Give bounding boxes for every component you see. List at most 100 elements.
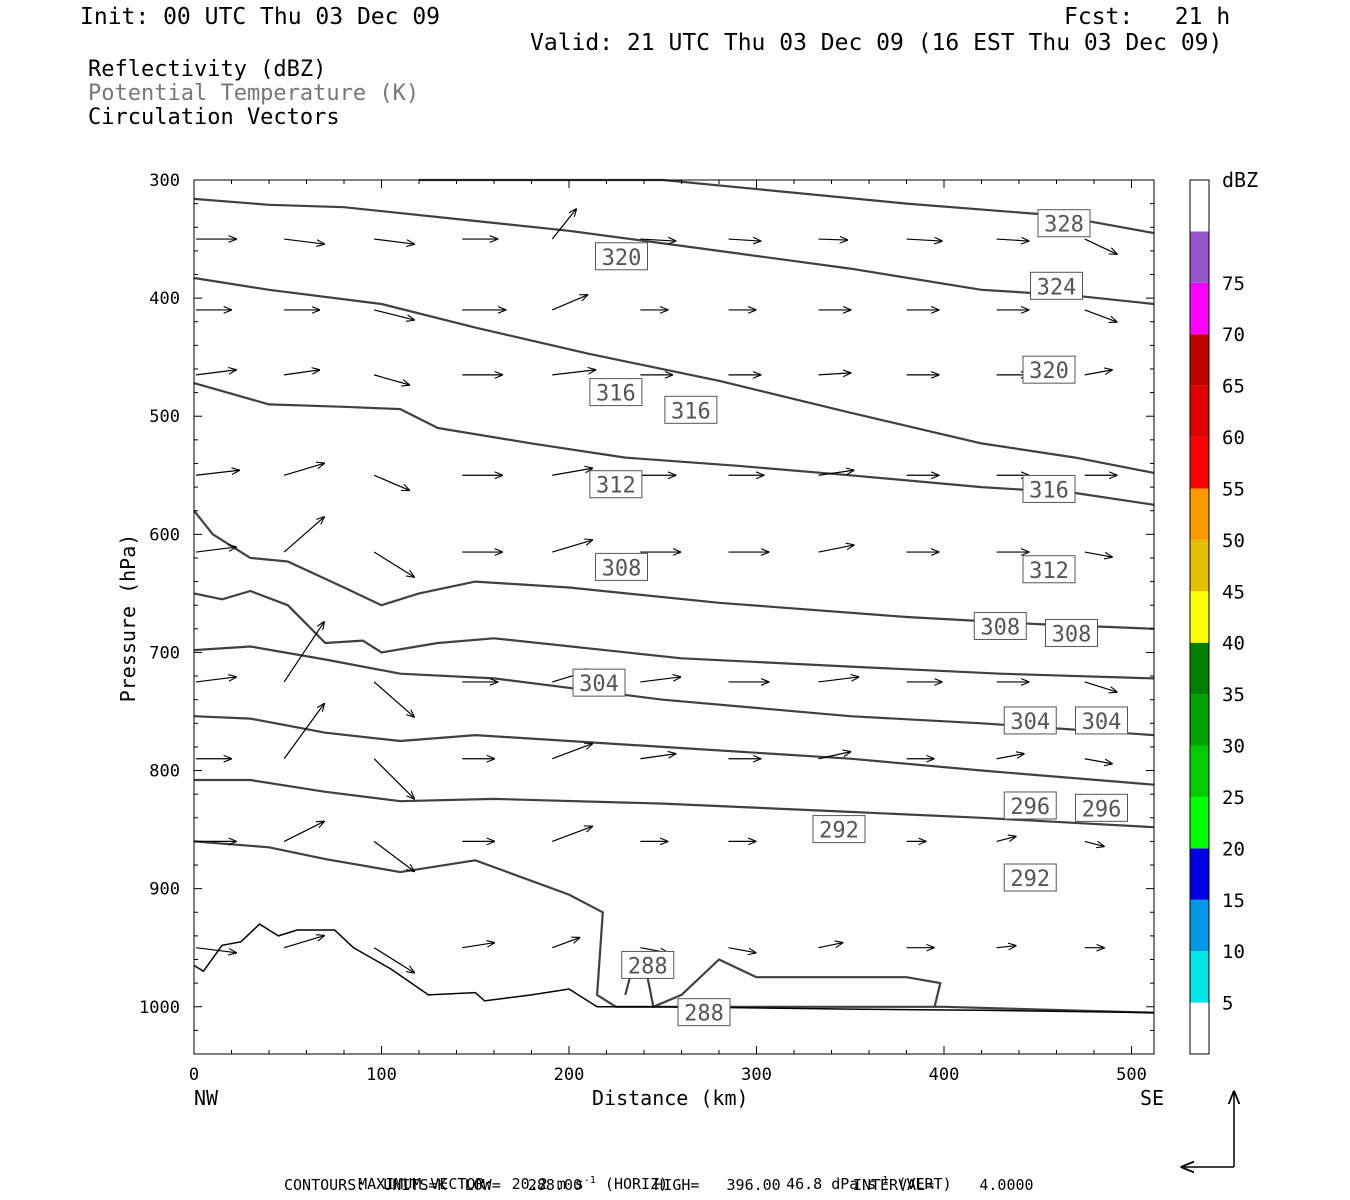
y-tick-label: 400 [149,289,180,309]
colorbar-swatch [1190,694,1209,746]
contour-label-304: 304 [1075,706,1128,735]
colorbar-swatch [1190,745,1209,797]
forecast-hour: Fcst: 21 h [1064,4,1231,30]
colorbar-level-label: 15 [1222,890,1245,912]
circulation-vector [996,836,1016,841]
circulation-vector [1084,309,1117,322]
colorbar-level-label: 30 [1222,736,1245,758]
colorbar-swatch [1190,180,1209,232]
max-vector-horiz-suffix: (HORIZ) [595,1175,669,1193]
contour-label-316: 316 [589,378,643,407]
contour-label-box [1022,555,1076,584]
contour-label-292: 292 [1003,863,1057,892]
colorbar-level-label: 20 [1222,838,1245,860]
colorbar-swatch [1190,437,1209,489]
colorbar-level-label: 40 [1222,633,1245,655]
colorbar-level-label: 55 [1222,478,1245,500]
circulation-vector [283,463,324,476]
circulation-vector [462,943,494,949]
valid-time: Valid: 21 UTC Thu 03 Dec 09 (16 EST Thu … [530,30,1223,56]
colorbar-level-label: 60 [1222,427,1245,449]
colorbar-level-label: 35 [1222,684,1245,706]
circulation-vector [906,239,942,241]
contour-label-312: 312 [589,470,643,499]
circulation-vector [283,517,324,553]
contour-label-box [589,470,643,499]
circulation-vector [552,370,595,376]
contour-label-text: 296 [1010,795,1050,820]
y-tick-label: 1000 [139,998,180,1018]
contour-label-box [1030,271,1083,300]
contour-info: CONTOURS: UNITS=K LOW= 288.00 HIGH= 396.… [284,1176,1034,1194]
contour-label-box [677,998,731,1027]
colorbar-swatch [1190,899,1209,952]
circulation-vector [283,622,324,683]
circulation-vector [373,309,414,320]
circulation-vector [552,540,592,553]
contour-label-text: 328 [1044,213,1084,238]
circulation-vector [284,370,319,376]
circulation-vector [818,239,848,240]
circulation-vector [996,754,1024,760]
colorbar-level-label: 65 [1222,376,1245,398]
circulation-vector [1084,238,1117,254]
contour-label-text: 308 [1052,623,1092,648]
contour-label-296: 296 [1003,791,1057,820]
colorbar-swatch [1190,1002,1209,1054]
circulation-vector [195,547,236,553]
circulation-vector [640,239,675,241]
contour-label-box [1075,706,1128,735]
circulation-vector [1084,370,1112,376]
colorbar-swatch [1190,385,1209,438]
x-end-label-se: SE [1140,1086,1165,1110]
circulation-vector [1084,758,1112,764]
x-tick-label: 200 [554,1065,585,1085]
circulation-vector [374,238,414,244]
colorbar-level-label: 25 [1222,787,1245,809]
theta-contour-300 [193,715,1155,786]
terrain-line [193,923,1155,1014]
colorbar-swatch [1190,796,1209,849]
circulation-vector [818,545,854,553]
max-vector-horiz-prefix: MAXIMUM VECTOR: 20.2 m s [358,1175,584,1193]
contour-label-box [973,611,1027,640]
circulation-vector [1084,681,1117,692]
contour-label-text: 308 [980,615,1020,640]
circulation-vector [283,936,324,949]
circulation-vector [373,374,409,385]
circulation-vector [552,826,592,842]
colorbar-level-label: 10 [1222,941,1245,963]
contour-label-324: 324 [1030,271,1083,300]
max-vector-vert-info: 46.8 dPa s-1 (VERT) [768,1157,952,1193]
contour-label-text: 308 [602,556,642,581]
init-time: Init: 00 UTC Thu 03 Dec 09 [80,4,441,30]
colorbar-swatch [1190,282,1209,335]
circulation-vector [373,681,414,717]
colorbar-swatch [1190,642,1209,695]
max-vector-info: MAXIMUM VECTOR: 20.2 m s-1 (HORIZ) [340,1157,668,1193]
circulation-vector [818,677,859,683]
contour-label-box [589,378,643,407]
legend-circulation-vectors: Circulation Vectors [88,105,340,130]
contour-label-312: 312 [1022,555,1076,584]
circulation-vector [373,947,414,973]
contour-label-box [1022,355,1076,384]
circulation-vector [373,474,409,490]
contour-label-288: 288 [677,998,731,1027]
contour-label-text: 316 [596,382,636,407]
plot-frame [193,179,1155,1055]
contour-label-text: 316 [1029,478,1069,503]
legend-reflectivity: Reflectivity (dBZ) [88,57,327,82]
contour-label-288: 288 [621,950,675,979]
unit-superscript: -1 [876,1175,889,1186]
y-tick-label: 500 [149,407,180,427]
contour-label-box [595,552,648,581]
max-vector-vert-suffix: (VERT) [888,1175,952,1193]
contour-label-316: 316 [1022,474,1076,503]
y-tick-label: 300 [149,171,180,191]
circulation-vector [818,470,854,476]
circulation-vector [552,938,579,949]
contour-label-box [1003,791,1057,820]
contour-label-box [572,668,626,697]
